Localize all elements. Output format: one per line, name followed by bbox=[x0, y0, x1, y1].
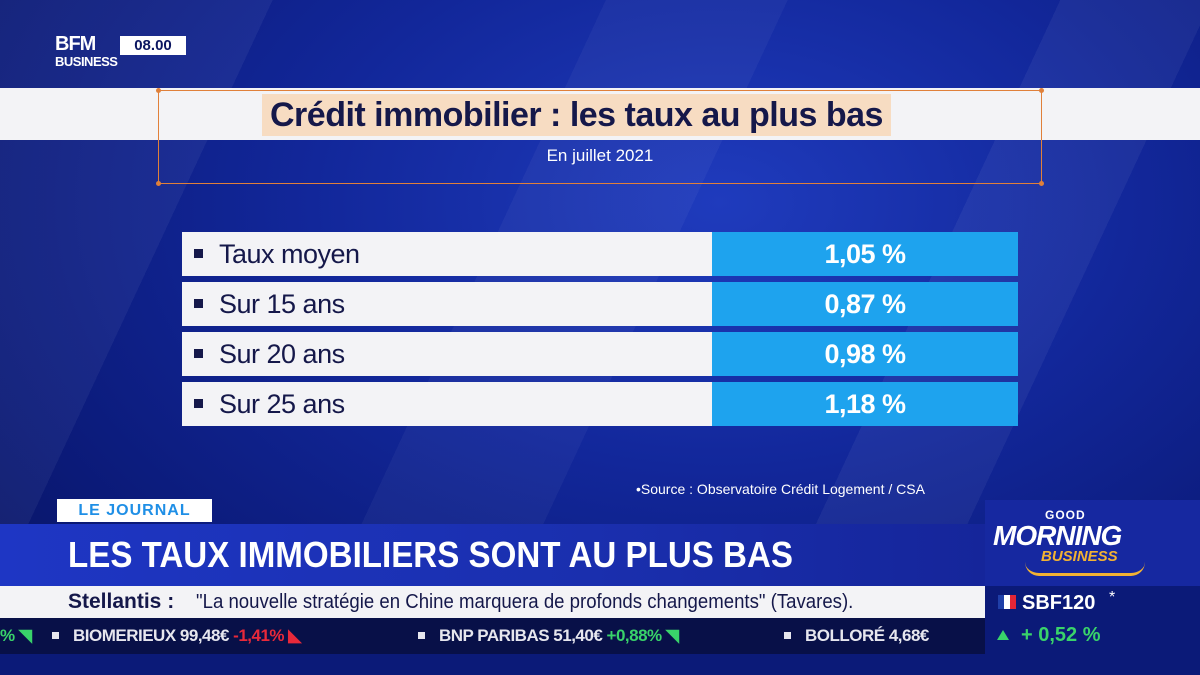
headline-bar: LES TAUX IMMOBILIERS SONT AU PLUS BAS bbox=[0, 524, 985, 586]
rate-value: 0,98 % bbox=[712, 332, 1018, 376]
ticker-price: 51,40€ bbox=[553, 626, 603, 645]
channel-logo: BFM BUSINESS 08.00 bbox=[55, 34, 195, 74]
square-separator-icon bbox=[418, 631, 425, 639]
graphic-title: Crédit immobilier : les taux au plus bas bbox=[262, 94, 891, 136]
ticker-price: 99,48€ bbox=[179, 626, 230, 645]
frame-corner-dot bbox=[1039, 88, 1044, 93]
square-bullet-icon bbox=[194, 399, 203, 408]
index-change: + 0,52 % bbox=[1021, 624, 1101, 646]
square-bullet-icon bbox=[194, 349, 203, 358]
rate-row: Taux moyen 1,05 % bbox=[182, 232, 1018, 276]
ticker-name: BNP PARIBAS bbox=[439, 626, 550, 645]
bottom-strip bbox=[0, 654, 985, 675]
flag-stripe bbox=[1004, 595, 1010, 609]
square-separator-icon bbox=[784, 631, 791, 639]
rate-table: Taux moyen 1,05 % Sur 15 ans 0,87 % Sur … bbox=[182, 232, 1018, 432]
up-triangle-icon bbox=[997, 630, 1009, 640]
rate-label: Sur 20 ans bbox=[219, 339, 345, 369]
ticker-price: 4,68€ bbox=[888, 626, 930, 645]
rate-value: 1,18 % bbox=[712, 382, 1018, 426]
show-logo-good: GOOD bbox=[1045, 508, 1086, 522]
segment-tag: LE JOURNAL bbox=[57, 499, 212, 522]
square-bullet-icon bbox=[194, 299, 203, 308]
ticker-item: BIOMERIEUX 99,48€ -1,41% ◣ bbox=[42, 618, 301, 654]
rate-value: 0,87 % bbox=[712, 282, 1018, 326]
ticker-fragment: % ◥ bbox=[0, 618, 32, 654]
square-bullet-icon bbox=[194, 249, 203, 258]
ticker-change: +0,88% bbox=[606, 626, 663, 645]
headline: LES TAUX IMMOBILIERS SONT AU PLUS BAS bbox=[68, 534, 793, 575]
rate-row: Sur 25 ans 1,18 % bbox=[182, 382, 1018, 426]
sun-arc-icon bbox=[1025, 562, 1145, 576]
news-text: "La nouvelle stratégie en Chine marquera… bbox=[196, 591, 854, 613]
rate-label-cell: Sur 15 ans bbox=[182, 282, 712, 326]
title-frame bbox=[156, 88, 1044, 186]
ticker-change: -1,41% bbox=[233, 626, 285, 645]
square-separator-icon bbox=[52, 631, 59, 639]
source-note: •Source : Observatoire Crédit Logement /… bbox=[636, 481, 925, 497]
rate-label: Taux moyen bbox=[219, 239, 360, 269]
show-logo-morning: MORNING bbox=[993, 520, 1122, 551]
show-logo-business: BUSINESS bbox=[1041, 548, 1118, 565]
stock-ticker: % ◥ BIOMERIEUX 99,48€ -1,41% ◣ BNP PARIB… bbox=[0, 618, 985, 654]
down-arrow-icon: ◣ bbox=[284, 626, 301, 645]
frame-corner-dot bbox=[156, 181, 161, 186]
index-name: SBF120 bbox=[1022, 592, 1096, 614]
rate-label: Sur 15 ans bbox=[219, 289, 345, 319]
ticker-lead-change: % bbox=[0, 626, 15, 645]
ticker-item: BNP PARIBAS 51,40€ +0,88% ◥ bbox=[408, 618, 679, 654]
show-logo: GOOD MORNING BUSINESS bbox=[985, 500, 1200, 586]
market-index-panel: SBF120 * + 0,52 % bbox=[985, 586, 1200, 675]
rate-row: Sur 15 ans 0,87 % bbox=[182, 282, 1018, 326]
news-crawl: Stellantis : "La nouvelle stratégie en C… bbox=[0, 586, 985, 618]
rate-label-cell: Sur 20 ans bbox=[182, 332, 712, 376]
rate-row: Sur 20 ans 0,98 % bbox=[182, 332, 1018, 376]
up-arrow-icon: ◥ bbox=[14, 626, 32, 645]
index-marker: * bbox=[1109, 589, 1116, 606]
ticker-name: BOLLORÉ bbox=[805, 626, 885, 645]
graphic-subtitle: En juillet 2021 bbox=[546, 146, 654, 165]
up-arrow-icon: ◥ bbox=[661, 626, 679, 645]
flag-stripe bbox=[998, 595, 1004, 609]
rate-value: 1,05 % bbox=[712, 232, 1018, 276]
french-flag-icon bbox=[998, 595, 1016, 609]
ticker-item: BOLLORÉ 4,68€ bbox=[774, 618, 929, 654]
rate-label: Sur 25 ans bbox=[219, 389, 345, 419]
frame-corner-dot bbox=[1039, 181, 1044, 186]
news-company: Stellantis : bbox=[68, 590, 175, 613]
clock: 08.00 bbox=[120, 36, 186, 55]
logo-bfm-text: BFM bbox=[55, 33, 96, 55]
rate-label-cell: Sur 25 ans bbox=[182, 382, 712, 426]
frame-corner-dot bbox=[156, 88, 161, 93]
ticker-name: BIOMERIEUX bbox=[73, 626, 176, 645]
flag-stripe bbox=[1010, 595, 1016, 609]
logo-business-text: BUSINESS bbox=[55, 54, 118, 69]
rate-label-cell: Taux moyen bbox=[182, 232, 712, 276]
